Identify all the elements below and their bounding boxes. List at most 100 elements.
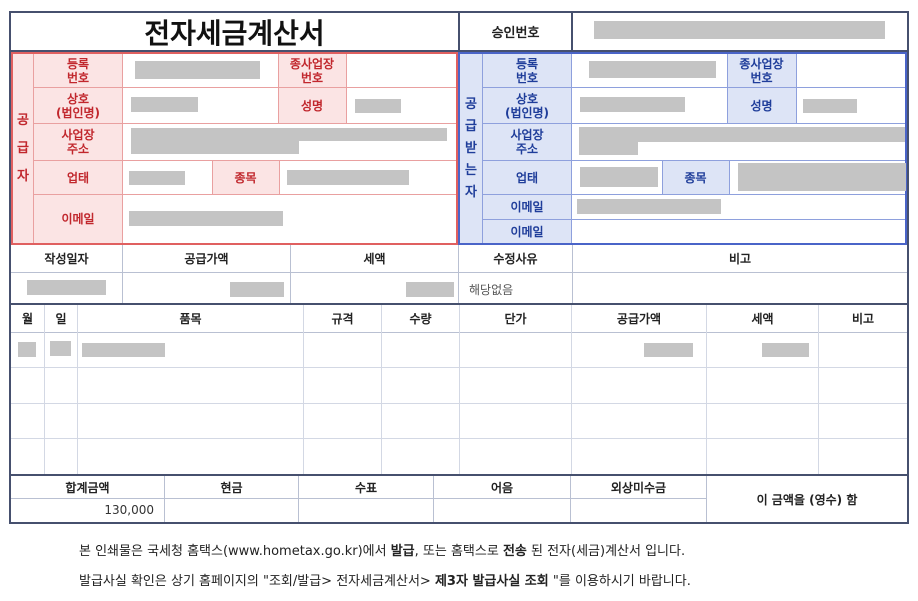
supplier-side-divider — [33, 54, 34, 243]
recipient-row-line — [483, 87, 905, 88]
items-col-line — [77, 305, 78, 474]
item-row-tax-redacted — [762, 343, 809, 357]
supplier-business-item-redacted — [287, 170, 409, 185]
totals-credit-header: 외상미수금 — [610, 480, 667, 495]
items-spec-header: 규격 — [331, 312, 354, 326]
supplier-cell-divider — [212, 161, 213, 194]
supplier-reg-no-redacted — [135, 61, 260, 79]
supplier-business-type-redacted — [129, 171, 185, 185]
summary-supply-amount-header: 공급가액 — [184, 252, 229, 266]
summary-col-line — [458, 245, 459, 303]
summary-revision-reason-header: 수정사유 — [493, 252, 538, 266]
supplier-email-redacted — [129, 211, 283, 226]
recipient-label-column — [483, 54, 571, 243]
items-tax-header: 세액 — [751, 312, 774, 326]
items-supply-amount-header: 공급가액 — [616, 312, 662, 326]
items-col-line — [44, 305, 45, 474]
footer-line-2-third-party-lookup: 제3자 발급사실 조회 — [434, 574, 549, 589]
items-item-header: 품목 — [179, 312, 202, 326]
recipient-cell-divider — [796, 54, 797, 87]
supplier-name-label-cell — [278, 88, 346, 123]
items-remarks-header: 비고 — [851, 312, 875, 326]
totals-note-header: 어음 — [490, 480, 514, 495]
footer-line-1-text-a: 본 인쇄물은 국세청 홈택스(www.hometax.go.kr)에서 — [79, 544, 391, 559]
summary-tax-redacted — [406, 282, 454, 297]
totals-cash-header: 현금 — [220, 480, 243, 495]
supplier-cell-divider — [278, 54, 279, 87]
totals-col-line — [433, 476, 434, 522]
supplier-business-item-label: 종목 — [234, 170, 257, 185]
recipient-label-divider — [571, 54, 572, 243]
recipient-row-line — [483, 123, 905, 124]
recipient-business-item-label: 종목 — [684, 170, 707, 185]
items-col-line — [571, 305, 572, 474]
recipient-cell-divider — [729, 161, 730, 194]
totals-total-header: 합계금액 — [65, 480, 110, 495]
item-row-supply-amount-redacted — [644, 343, 693, 357]
recipient-address-redacted — [579, 142, 638, 155]
supplier-row-line — [34, 123, 456, 124]
recipient-email-label-2: 이메일 — [510, 224, 544, 239]
supplier-row-line — [34, 194, 456, 195]
items-col-line — [303, 305, 304, 474]
supplier-branch-label-cell — [278, 54, 346, 87]
items-col-line — [381, 305, 382, 474]
items-bottom-line — [11, 474, 907, 476]
item-row-item-redacted — [82, 343, 165, 357]
approval-number-label: 승인번호 — [491, 26, 540, 41]
items-col-line — [459, 305, 460, 474]
footer-line-2-text-c: "를 이용하시기 바랍니다. — [548, 574, 691, 589]
supplier-address-label: 사업장 주소 — [61, 128, 95, 156]
supplier-email-label: 이메일 — [61, 212, 95, 226]
recipient-row-line — [483, 219, 905, 220]
summary-supply-amount-redacted — [230, 282, 284, 297]
recipient-side-label: 공 급 받 는 자 — [460, 54, 482, 243]
footer-line-1: 본 인쇄물은 국세청 홈택스(www.hometax.go.kr)에서 발급, … — [79, 540, 685, 559]
totals-check-header: 수표 — [354, 480, 378, 495]
title-bottom-line — [11, 50, 907, 52]
supplier-company-label: 상호 (법인명) — [55, 91, 101, 120]
summary-col-line — [572, 245, 573, 303]
recipient-company-redacted — [580, 97, 685, 112]
recipient-side-divider — [482, 54, 483, 243]
items-quantity-header: 수량 — [409, 312, 432, 326]
recipient-branch-no-label: 종사업장 번호 — [739, 56, 784, 85]
supplier-row-line — [34, 87, 456, 88]
supplier-label-divider — [122, 54, 123, 243]
supplier-address-redacted — [131, 141, 299, 154]
footer-line-1-issue: 발급 — [390, 544, 415, 559]
recipient-business-type-label: 업태 — [515, 170, 539, 185]
totals-col-line — [164, 476, 165, 522]
supplier-business-type-label: 업태 — [66, 170, 90, 185]
totals-col-line — [298, 476, 299, 522]
recipient-name-label-cell — [727, 88, 796, 123]
supplier-name-label: 성명 — [300, 98, 324, 113]
items-col-line — [818, 305, 819, 474]
supplier-label-column — [34, 54, 122, 243]
items-month-header: 월 — [21, 312, 34, 326]
summary-col-line — [290, 245, 291, 303]
supplier-address-redacted — [131, 128, 447, 141]
item-row-day-redacted — [50, 341, 71, 356]
items-col-line — [706, 305, 707, 474]
supplier-row-line — [34, 160, 456, 161]
recipient-reg-no-label: 등록 번호 — [515, 56, 539, 85]
supplier-cell-divider — [278, 88, 279, 123]
recipient-reg-no-redacted — [589, 61, 716, 78]
recipient-address-label: 사업장 주소 — [510, 128, 544, 156]
summary-tax-header: 세액 — [363, 252, 386, 266]
totals-receipt-text: 이 금액을 (영수) 함 — [756, 492, 858, 507]
recipient-row-line — [483, 160, 905, 161]
recipient-block — [458, 52, 907, 245]
recipient-email-label-1: 이메일 — [510, 200, 544, 214]
recipient-name-redacted — [803, 99, 857, 113]
item-row-month-redacted — [18, 342, 36, 357]
footer-line-2-text-a: 발급사실 확인은 상기 홈페이지의 "조회/발급> 전자세금계산서> — [79, 574, 435, 589]
recipient-cell-divider — [796, 88, 797, 123]
invoice-title: 전자세금계산서 — [144, 16, 325, 50]
recipient-cell-divider — [662, 161, 663, 194]
recipient-business-item-redacted — [738, 163, 906, 191]
recipient-row-line — [483, 194, 905, 195]
summary-col-line — [122, 245, 123, 303]
footer-line-1-text-e: 된 전자(세금)계산서 입니다. — [526, 544, 686, 559]
